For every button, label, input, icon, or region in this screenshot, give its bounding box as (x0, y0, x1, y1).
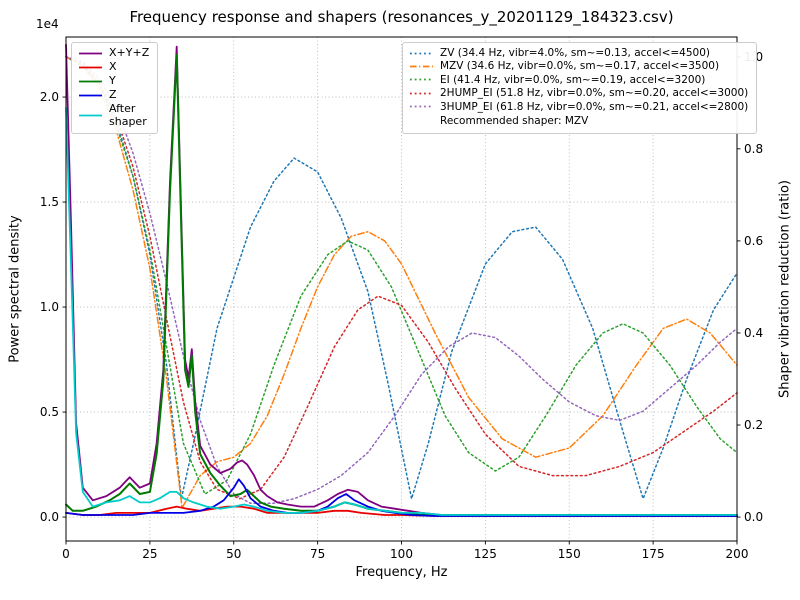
legend-line-sample (410, 52, 433, 55)
legend-label: 3HUMP_EI (61.8 Hz, vibr=0.0%, sm~=0.21, … (440, 100, 749, 113)
psd-legend: X+Y+Z X Y Z After shaper (71, 42, 159, 134)
series-mzv (65, 56, 738, 509)
legend-line-sample (79, 66, 102, 69)
y-axis-offset-label: 1e4 (36, 17, 59, 31)
legend-line-sample (410, 65, 433, 68)
series-3hump-ei (65, 56, 738, 505)
tick-label-x: 200 (726, 547, 749, 561)
tick-label-x: 25 (142, 547, 157, 561)
tick-label-x: 175 (642, 547, 665, 561)
tick-label-x: 125 (474, 547, 497, 561)
y-axis-right-label: Shaper vibration reduction (ratio) (777, 180, 793, 398)
legend-item: Z (78, 87, 149, 102)
legend-item: Y (78, 73, 149, 88)
legend-line-sample (79, 94, 102, 97)
series-xyz (65, 43, 738, 516)
legend-label: ZV (34.4 Hz, vibr=4.0%, sm~=0.13, accel<… (440, 47, 710, 59)
legend-label: Y (109, 73, 116, 87)
tick-label-x: 50 (226, 547, 241, 561)
tick-label-x: 100 (390, 547, 413, 561)
legend-line-sample (79, 52, 102, 55)
legend-label: Z (109, 87, 117, 101)
tick-label-x: 0 (62, 547, 70, 561)
legend-line-sample (410, 92, 433, 95)
tick-label-y-right: 0.6 (744, 234, 763, 248)
tick-label-y-left: 1.5 (40, 195, 59, 209)
legend-label: MZV (34.6 Hz, vibr=0.0%, sm~=0.17, accel… (440, 60, 720, 73)
tick-label-y-right: 0.8 (744, 142, 763, 156)
legend-label: After shaper (109, 101, 147, 128)
legend-label: EI (41.4 Hz, vibr=0.0%, sm~=0.19, accel<… (440, 73, 706, 86)
legend-item: 3HUMP_EI (61.8 Hz, vibr=0.0%, sm~=0.21, … (409, 101, 748, 113)
legend-line-sample (79, 80, 102, 83)
legend-item: MZV (34.6 Hz, vibr=0.0%, sm~=0.17, accel… (409, 60, 748, 72)
tick-label-y-right: 0.4 (744, 326, 763, 340)
tick-label-y-right: 0.2 (744, 418, 763, 432)
series-after-shaper (65, 106, 738, 516)
legend-line-sample (79, 114, 102, 117)
chart-title: Frequency response and shapers (resonanc… (129, 8, 674, 26)
tick-label-y-left: 0.0 (40, 510, 59, 524)
legend-label: 2HUMP_EI (51.8 Hz, vibr=0.0%, sm~=0.20, … (440, 87, 749, 100)
tick-label-y-right: 0.0 (744, 510, 763, 524)
series-ei (65, 56, 738, 495)
legend-item: EI (41.4 Hz, vibr=0.0%, sm~=0.19, accel<… (409, 74, 748, 86)
series-2hump-ei (65, 56, 738, 500)
tick-label-y-left: 1.0 (40, 300, 59, 314)
tick-label-y-left: 0.5 (40, 405, 59, 419)
tick-label-y-left: 2.0 (40, 90, 59, 104)
legend-line-sample (410, 105, 433, 108)
legend-item: X+Y+Z (78, 46, 150, 60)
legend-label: X (109, 59, 117, 73)
shaper-legend: ZV (34.4 Hz, vibr=4.0%, sm~=0.13, accel<… (402, 42, 758, 135)
y-axis-left-label: Power spectral density (7, 215, 23, 363)
legend-item: X (78, 59, 149, 74)
tick-label-x: 150 (558, 547, 581, 561)
legend-line-sample (410, 79, 433, 81)
series-x (65, 505, 738, 517)
legend-label: X+Y+Z (109, 46, 150, 59)
legend-item: 2HUMP_EI (51.8 Hz, vibr=0.0%, sm~=0.20, … (409, 87, 748, 99)
legend-item: ZV (34.4 Hz, vibr=4.0%, sm~=0.13, accel<… (409, 47, 748, 59)
tick-label-x: 75 (310, 547, 325, 561)
x-axis-label: Frequency, Hz (355, 565, 448, 580)
legend-item: After shaper (78, 101, 149, 129)
recommended-shaper-note: Recommended shaper: MZV (440, 114, 589, 127)
